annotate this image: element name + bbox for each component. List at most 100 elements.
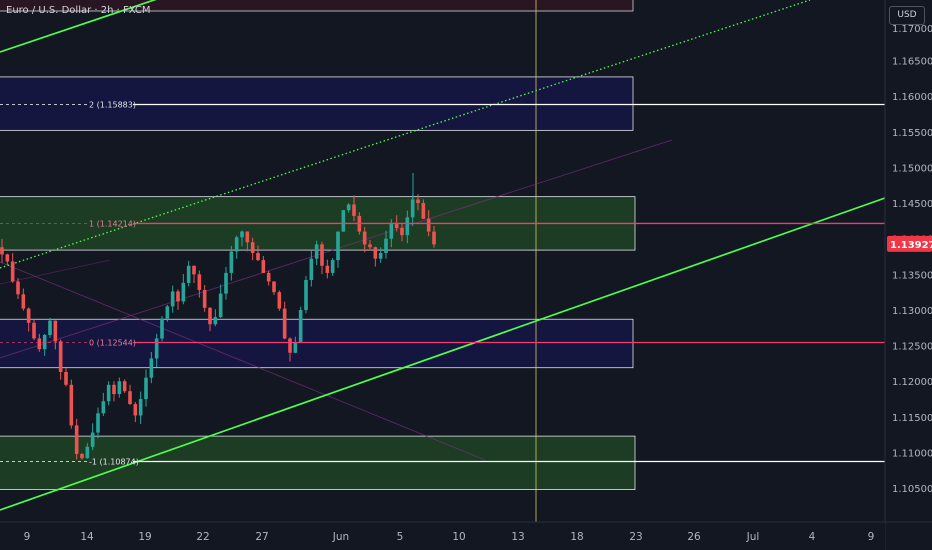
price-tick-label: 1.15500 bbox=[892, 128, 932, 139]
candle-body bbox=[346, 204, 351, 211]
time-tick-label: Jul bbox=[746, 531, 760, 543]
candle-body bbox=[21, 294, 26, 309]
candle-body bbox=[122, 381, 127, 392]
time-tick-label: 13 bbox=[511, 531, 524, 543]
drawings-layer bbox=[0, 0, 886, 522]
candle-body bbox=[117, 381, 122, 395]
time-tick-label: 14 bbox=[80, 531, 94, 543]
level-label-1: 1 (1.14214) bbox=[89, 219, 136, 228]
candle-body bbox=[16, 281, 20, 295]
candle-body bbox=[432, 231, 436, 245]
candle-body bbox=[229, 251, 234, 273]
candle-body bbox=[149, 358, 154, 378]
candle-body bbox=[362, 231, 367, 245]
candle-body bbox=[389, 223, 394, 239]
levels-layer: 2 (1.15883) 1 (1.14214) 0 (1.12544) -1 (1.1… bbox=[0, 101, 885, 467]
candle-body bbox=[128, 391, 132, 405]
candle-body bbox=[85, 446, 90, 459]
time-tick-label: 10 bbox=[452, 531, 465, 543]
price-tick-label: 1.17000 bbox=[892, 24, 932, 35]
candle-body bbox=[384, 238, 388, 253]
candle-body bbox=[320, 244, 324, 266]
price-tick-label: 1.14500 bbox=[892, 199, 932, 210]
candle-body bbox=[53, 320, 58, 342]
candle-body bbox=[160, 318, 164, 339]
time-tick-label: 5 bbox=[397, 531, 404, 543]
candle-body bbox=[213, 317, 218, 325]
candle-body bbox=[394, 223, 399, 229]
candle-body bbox=[165, 306, 170, 319]
candle-body bbox=[416, 199, 420, 204]
time-axis[interactable]: 9 14 19 22 27 Jun 5 10 13 18 23 26 Jul 4 9 bbox=[0, 521, 932, 550]
candle-body bbox=[208, 307, 212, 325]
time-tick-label: 27 bbox=[255, 531, 268, 543]
candle-body bbox=[234, 237, 239, 252]
time-tick-label: 9 bbox=[24, 531, 31, 543]
candle-body bbox=[176, 291, 180, 302]
candle-body bbox=[261, 260, 266, 273]
candle-body bbox=[368, 244, 372, 248]
candle-body bbox=[400, 228, 404, 236]
candle-body bbox=[250, 242, 255, 253]
price-axis-bg bbox=[885, 0, 932, 550]
candle-body bbox=[378, 252, 383, 259]
level-label-2: 0 (1.12544) bbox=[89, 338, 136, 347]
candle-body bbox=[181, 282, 186, 302]
candle-body bbox=[69, 384, 74, 426]
candle-body bbox=[330, 260, 335, 273]
price-tick-label: 1.11500 bbox=[892, 413, 932, 424]
diagonal-line-down bbox=[0, 261, 486, 461]
time-tick-label: 22 bbox=[196, 531, 209, 543]
candle-body bbox=[138, 399, 143, 416]
price-axis[interactable]: 1.165001.160001.155001.150001.145001.140… bbox=[884, 0, 932, 550]
time-tick-label: 4 bbox=[809, 531, 816, 543]
price-tick-label: 1.10500 bbox=[892, 484, 932, 495]
channel-upper-solid bbox=[0, 0, 157, 53]
candle-body bbox=[272, 281, 276, 293]
candle-body bbox=[10, 261, 15, 282]
top-zone bbox=[0, 0, 634, 12]
blue-zone-2 bbox=[0, 318, 634, 369]
candle-body bbox=[304, 280, 308, 310]
blue-zone-0 bbox=[0, 76, 634, 131]
channel-lower-solid bbox=[0, 197, 886, 511]
candle-body bbox=[170, 291, 175, 307]
time-tick-label: 18 bbox=[570, 531, 583, 543]
candle-body bbox=[192, 265, 196, 275]
price-tick-label: 1.16000 bbox=[892, 92, 932, 103]
candle-body bbox=[314, 244, 319, 259]
currency-button[interactable]: USD bbox=[889, 6, 925, 25]
current-price-tag bbox=[887, 235, 932, 252]
candle-body bbox=[240, 231, 244, 238]
candle-body bbox=[32, 322, 36, 339]
candle-body bbox=[133, 404, 138, 416]
candle-body bbox=[202, 290, 207, 308]
time-axis-bg bbox=[0, 522, 885, 550]
time-tick-label: Jun bbox=[332, 531, 349, 543]
candle-body bbox=[293, 342, 298, 353]
price-tick-label: 1.15000 bbox=[892, 163, 932, 174]
candle-body bbox=[37, 338, 42, 350]
candle-body bbox=[309, 258, 314, 281]
candle-body bbox=[277, 292, 282, 309]
candle-body bbox=[224, 272, 228, 294]
candle-body bbox=[325, 265, 330, 273]
time-tick-label: 26 bbox=[687, 531, 701, 543]
zones-layer bbox=[0, 0, 636, 490]
candle-body bbox=[218, 293, 223, 318]
price-tick-label: 1.12000 bbox=[892, 377, 932, 388]
price-tick-label: 1.12500 bbox=[892, 342, 932, 353]
candle-body bbox=[426, 218, 431, 232]
candle-body bbox=[106, 384, 111, 402]
candle-body bbox=[266, 272, 271, 282]
candle-body bbox=[341, 210, 346, 232]
candle-body bbox=[48, 320, 52, 335]
candle-body bbox=[5, 254, 10, 262]
candle-body bbox=[58, 341, 63, 372]
candle-body bbox=[154, 338, 159, 359]
symbol-title: Euro / U.S. Dollar · 2h · FXCM bbox=[6, 5, 151, 16]
candle-body bbox=[410, 199, 415, 218]
price-tick-label: 1.11000 bbox=[892, 449, 932, 460]
level-label-0: 2 (1.15883) bbox=[89, 101, 136, 110]
